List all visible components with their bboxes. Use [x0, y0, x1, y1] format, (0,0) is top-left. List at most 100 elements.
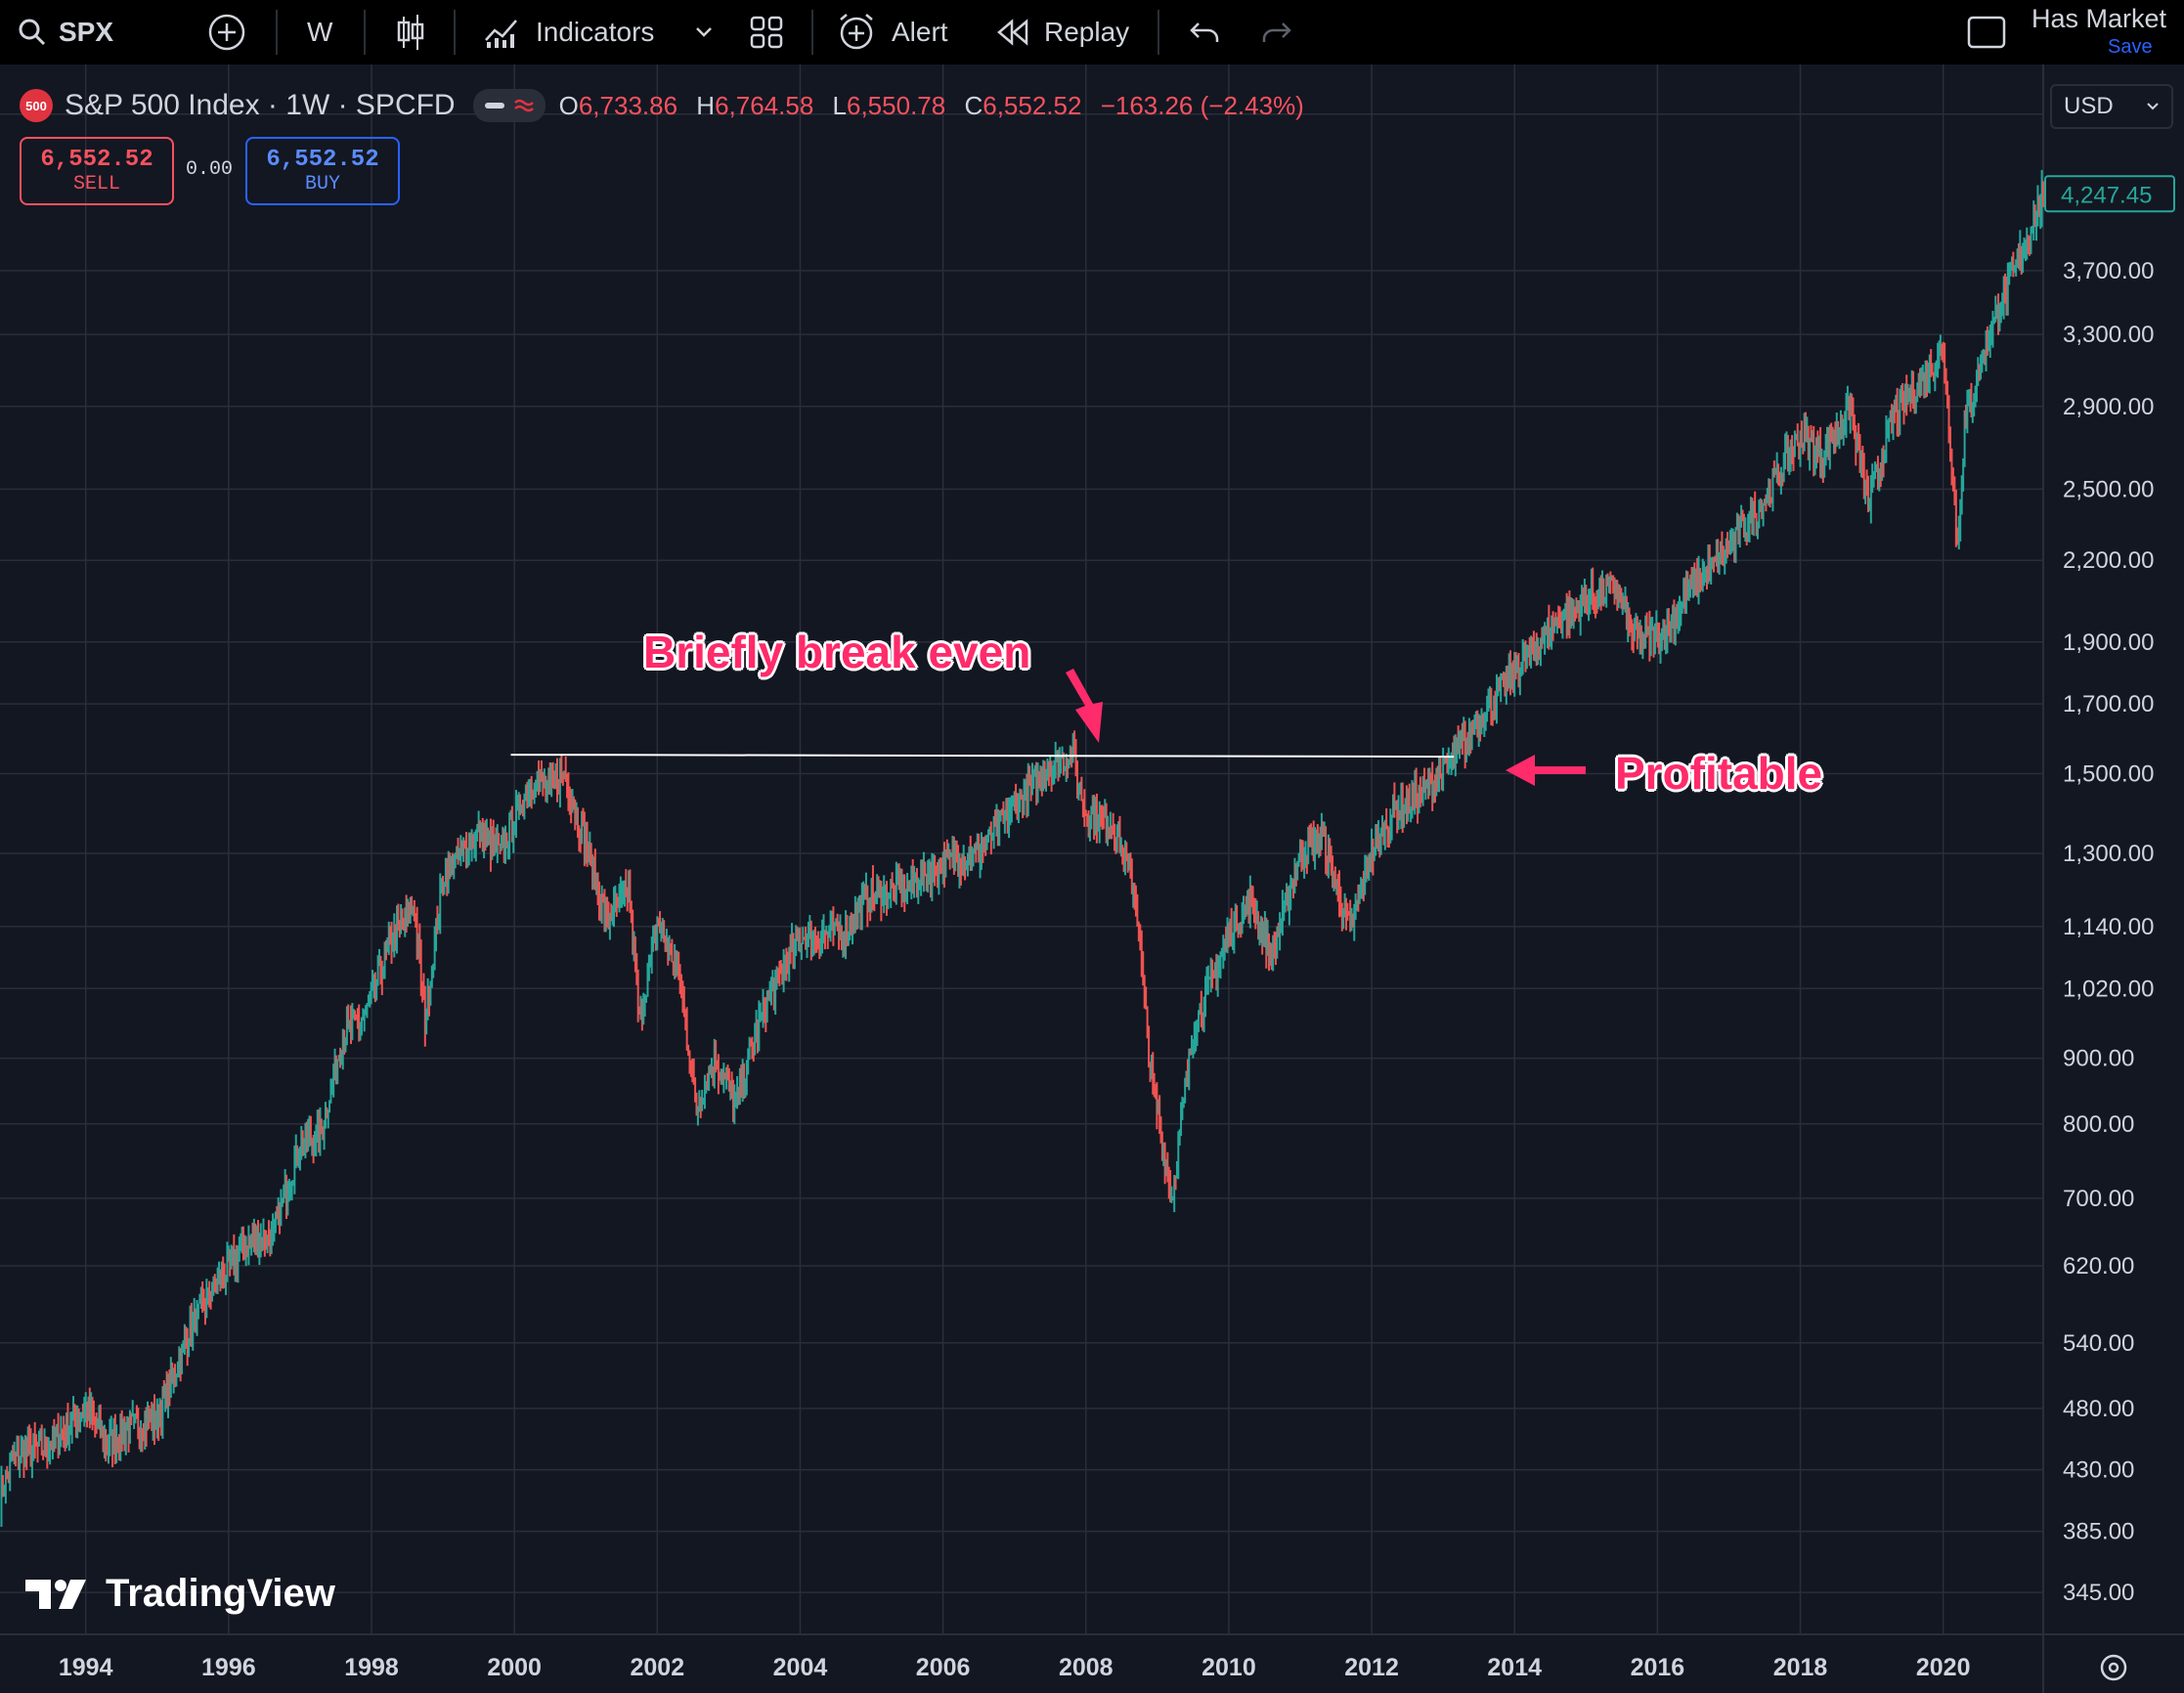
last-price-label: 4,247.45: [2061, 182, 2152, 208]
price-axis-label: 2,200.00: [2063, 547, 2154, 574]
account-label: Has Market: [2031, 3, 2167, 33]
tradingview-watermark: TradingView: [25, 1572, 335, 1616]
symbol-search[interactable]: SPX: [18, 0, 113, 65]
change-value: −163.26 (−2.43%): [1100, 90, 1304, 120]
price-axis-label: 700.00: [2063, 1186, 2134, 1212]
fullscreen-button[interactable]: [1967, 0, 2006, 65]
settings-gear-icon[interactable]: [2100, 1654, 2127, 1681]
toolbar-divider: [276, 10, 278, 55]
currency-label: USD: [2064, 93, 2114, 119]
buy-button[interactable]: 6,552.52 BUY: [245, 137, 400, 205]
sell-label: SELL: [72, 173, 120, 195]
time-axis-label: 2004: [773, 1654, 828, 1681]
grid-layout-icon: [750, 16, 783, 49]
minus-icon: [484, 103, 504, 109]
price-axis-label: 800.00: [2063, 1111, 2134, 1138]
undo-button[interactable]: [1189, 0, 1220, 65]
open-key: O: [558, 90, 579, 120]
plot-background: [0, 65, 2043, 1634]
price-axis-label: 3,300.00: [2063, 322, 2154, 348]
indicators-icon: [485, 20, 517, 48]
low-key: L: [832, 90, 847, 120]
open-value: 6,733.86: [578, 90, 678, 120]
interval-button[interactable]: W: [307, 0, 332, 65]
watermark-label: TradingView: [106, 1572, 335, 1615]
legend-toggle[interactable]: [472, 89, 546, 122]
gear-outline: [2100, 1654, 2127, 1681]
time-axis-label: 2020: [1916, 1654, 1971, 1681]
price-axis-label: 480.00: [2063, 1396, 2134, 1422]
sell-price: 6,552.52: [40, 147, 153, 173]
redo-button[interactable]: [1261, 0, 1292, 65]
price-axis-label: 345.00: [2063, 1580, 2134, 1606]
candles-icon: [397, 15, 424, 50]
time-axis-label: 2014: [1487, 1654, 1542, 1681]
sp500-badge-icon: 500: [20, 89, 53, 122]
save-button[interactable]: Save: [2108, 35, 2153, 58]
indicators-button[interactable]: Indicators: [483, 0, 654, 65]
price-axis-label: 1,300.00: [2063, 841, 2154, 867]
price-axis-label: 385.00: [2063, 1519, 2134, 1545]
price-axis-label: 1,020.00: [2063, 976, 2154, 1002]
alarm-clock-icon: [840, 14, 873, 50]
close-value: 6,552.52: [983, 90, 1082, 120]
sell-button[interactable]: 6,552.52 SELL: [20, 137, 174, 205]
toolbar-divider: [1158, 10, 1159, 55]
time-axis-label: 1994: [59, 1654, 113, 1681]
annotation-break-even: Briefly break even: [643, 627, 1031, 677]
rewind-icon: [997, 19, 1028, 46]
chart-legend: 500 S&P 500 Index · 1W · SPCFD O6,733.86…: [20, 88, 1316, 123]
time-axis-label: 1998: [344, 1654, 399, 1681]
time-axis-label: 2010: [1201, 1654, 1256, 1681]
price-axis-label: 1,500.00: [2063, 760, 2154, 787]
chevron-down-icon: [2147, 103, 2159, 110]
price-axis-label: 900.00: [2063, 1046, 2134, 1072]
interval-label: W: [307, 17, 333, 47]
annotation-arrow-down: [1066, 669, 1103, 743]
layouts-button[interactable]: [749, 0, 784, 65]
symbol-label: SPX: [59, 17, 114, 47]
toolbar-divider: [811, 10, 813, 55]
search-icon: [19, 19, 46, 46]
high-value: 6,764.58: [715, 90, 814, 120]
replay-button[interactable]: Replay: [995, 0, 1129, 65]
compare-button[interactable]: [207, 0, 246, 65]
price-axis-label: 1,140.00: [2063, 914, 2154, 940]
annotation-arrow-left: [1506, 755, 1586, 786]
price-chart[interactable]: 4,900.003,700.003,300.002,900.002,500.00…: [0, 65, 2184, 1693]
gear-center: [2108, 1662, 2119, 1673]
low-value: 6,550.78: [847, 90, 946, 120]
price-axis-label: 3,700.00: [2063, 258, 2154, 284]
alert-label: Alert: [892, 17, 948, 47]
chart-area[interactable]: 4,900.003,700.003,300.002,900.002,500.00…: [0, 65, 2184, 1693]
replay-label: Replay: [1044, 17, 1130, 47]
annotation-profitable: Profitable: [1615, 748, 1823, 799]
time-axis-label: 2018: [1773, 1654, 1828, 1681]
tradingview-logo-icon: [25, 1579, 86, 1609]
price-axis-label: 540.00: [2063, 1330, 2134, 1357]
currency-select[interactable]: USD: [2050, 84, 2173, 129]
price-axis-label: 1,900.00: [2063, 629, 2154, 656]
undo-icon: [1190, 22, 1219, 42]
indicators-dropdown[interactable]: [694, 0, 714, 65]
price-axis-label: 620.00: [2063, 1253, 2134, 1280]
time-axis-label: 2012: [1344, 1654, 1399, 1681]
redo-icon: [1262, 22, 1291, 42]
price-axis-label: 2,500.00: [2063, 476, 2154, 502]
chevron-down-icon: [696, 27, 712, 37]
symbol-title[interactable]: S&P 500 Index · 1W · SPCFD: [65, 89, 456, 121]
toolbar-divider: [364, 10, 366, 55]
close-key: C: [964, 90, 983, 120]
time-axis-label: 2000: [487, 1654, 542, 1681]
price-axis-label: 1,700.00: [2063, 691, 2154, 717]
chart-type-button[interactable]: [395, 0, 426, 65]
buy-price: 6,552.52: [266, 147, 379, 173]
spread-value: 0.00: [186, 158, 234, 181]
price-series: [0, 169, 2044, 1528]
time-axis-label: 2016: [1631, 1654, 1685, 1681]
alert-button[interactable]: Alert: [837, 0, 948, 65]
price-axis-label: 2,900.00: [2063, 394, 2154, 420]
time-axis-label: 2006: [916, 1654, 971, 1681]
wave-icon: [513, 99, 534, 112]
indicators-label: Indicators: [536, 17, 655, 47]
